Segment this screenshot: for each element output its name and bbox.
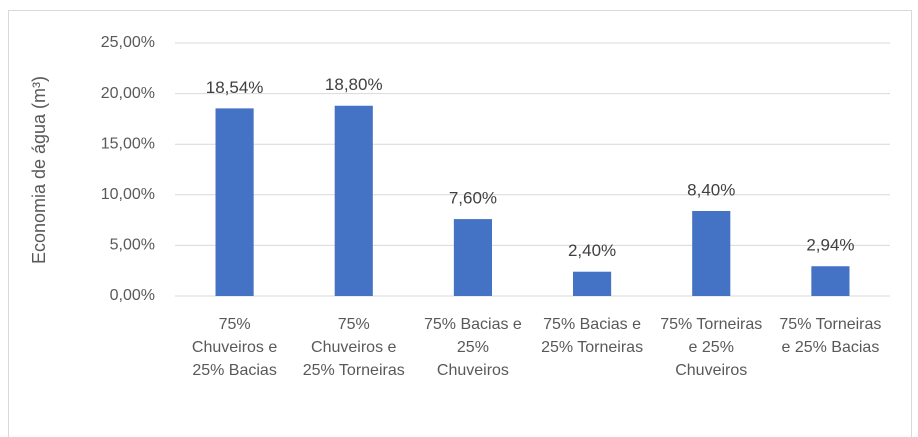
x-tick-label: 75% Chuveiros e 25% Torneiras [302, 316, 405, 379]
bar [811, 266, 850, 296]
data-label: 18,54% [206, 78, 264, 97]
y-tick-label: 25,00% [101, 34, 155, 51]
y-tick-label: 0,00% [110, 287, 155, 304]
data-label: 18,80% [325, 75, 383, 94]
data-label: 2,94% [806, 236, 854, 255]
y-tick-label: 20,00% [101, 85, 155, 102]
data-label: 8,40% [687, 180, 735, 199]
y-tick-label: 5,00% [110, 237, 155, 254]
bar [453, 219, 492, 296]
x-tick-label: 75% Torneiras e 25% Chuveiros [660, 316, 763, 379]
data-label: 2,40% [568, 241, 616, 260]
y-tick-label: 15,00% [101, 135, 155, 152]
y-tick-label: 10,00% [101, 186, 155, 203]
bar [573, 271, 612, 296]
bar [692, 210, 731, 296]
bar [215, 108, 254, 296]
x-tick-label: 75% Chuveiros e 25% Bacias [191, 316, 278, 379]
bar [334, 105, 373, 296]
x-tick-label: 75% Torneiras e 25% Bacias [779, 316, 882, 356]
x-tick-label: 75% Bacias e 25% Torneiras [541, 316, 644, 356]
y-axis-label: Economia de água (m³) [29, 76, 49, 264]
x-tick-label: 75% Bacias e 25% Chuveiros [423, 316, 522, 379]
data-label: 7,60% [449, 189, 497, 208]
chart-border [8, 10, 912, 437]
